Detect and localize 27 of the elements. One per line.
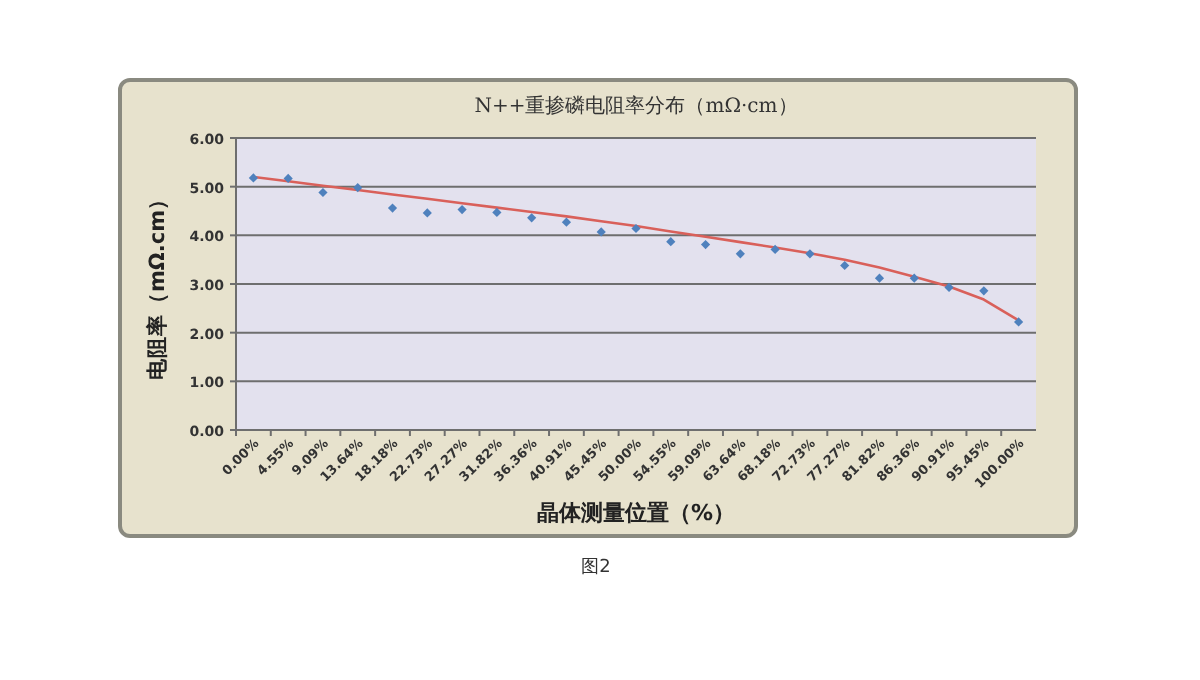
point [770,244,780,255]
point [283,173,293,183]
y-axis-title: 电阻率（mΩ.cm） [144,187,170,381]
point [666,237,676,247]
point [631,223,641,234]
point [596,227,606,237]
point [700,239,711,250]
caption: 图2 [581,558,611,578]
point [492,207,502,218]
point [527,213,537,223]
point [735,249,745,259]
point [318,187,328,198]
point [353,183,363,193]
chart-title: N++重掺磷电阻率分布（mΩ·cm） [474,94,798,118]
point [1014,317,1024,327]
point [979,286,989,296]
x-axis-title: 晶体测量位置（%） [536,500,736,526]
point [457,204,467,215]
point [840,260,850,271]
point [909,273,919,283]
point [944,282,954,293]
point [387,203,398,213]
point [561,217,572,227]
point [422,208,432,218]
point [805,249,815,259]
point [248,173,258,183]
point [874,273,885,283]
